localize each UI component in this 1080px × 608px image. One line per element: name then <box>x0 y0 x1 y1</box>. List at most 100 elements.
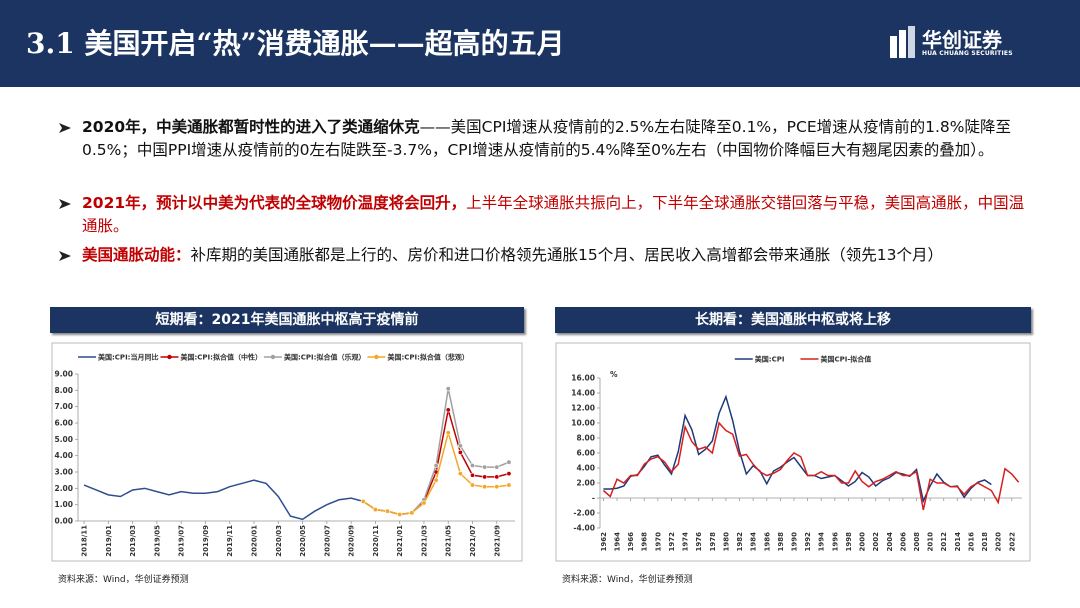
x-tick-label: 2019/05 <box>153 525 161 557</box>
x-tick-label: 2020/05 <box>299 525 307 557</box>
x-tick-label: 2020/11 <box>372 525 380 557</box>
point <box>457 443 463 449</box>
y-tick-label: 2.00 <box>576 479 595 488</box>
legend-label: 美国:CPI:拟合值（中性） <box>180 353 261 362</box>
bullet-text: ——美国CPI增速从疫情前的2.5%左右陡降至0.1%，PCE增速从疫情前的1.… <box>82 118 1011 159</box>
x-tick-label: 1992 <box>804 532 812 552</box>
x-tick-label: 2019/11 <box>226 525 234 557</box>
series-line <box>602 421 1020 511</box>
x-tick-label: 1990 <box>790 532 798 552</box>
y-tick-label: 9.00 <box>54 370 73 379</box>
series-line <box>83 479 364 521</box>
point <box>445 407 451 413</box>
legend: 美国:CPI:当月同比 美国:CPI:拟合值（中性） 美国:CPI:拟合值（乐观） 美… <box>78 353 469 362</box>
x-tick-label: 2021/07 <box>469 525 477 557</box>
bullet-text: 上半年全球通胀共振向上，下半年全球通胀交错回落与平稳，美国高通胀，中国温通胀。 <box>82 194 1025 235</box>
y-tick-label: 7.00 <box>54 402 73 411</box>
point <box>482 474 488 480</box>
point <box>433 477 439 483</box>
x-tick-label: 2010 <box>927 532 935 552</box>
legend-label: 美国:CPI:拟合值（悲观） <box>387 353 468 362</box>
y-tick-label: -2.00 <box>573 509 595 518</box>
point <box>506 471 512 477</box>
x-tick-label: 2014 <box>954 532 962 552</box>
point <box>360 498 366 504</box>
source: 资料来源：Wind，华创证券预测 <box>58 575 189 585</box>
y-tick-label: 14.00 <box>571 389 595 398</box>
point <box>482 484 488 490</box>
bullet-arrow <box>59 251 71 261</box>
logo-icon <box>890 26 915 58</box>
x-tick-label: 1970 <box>654 532 662 552</box>
y-tick-label: 12.00 <box>571 404 595 413</box>
legend-label: 美国:CPI:当月同比 <box>98 353 158 362</box>
x-tick-label: 1978 <box>709 532 717 552</box>
legend-marker <box>270 354 276 360</box>
x-tick-label: 1962 <box>600 532 608 552</box>
legend-marker <box>374 354 379 360</box>
bullet-arrow <box>59 123 71 133</box>
x-tick-label: 2019/01 <box>105 525 113 557</box>
legend-label: 美国CPI-拟合值 <box>820 355 871 364</box>
legend: 美国:CPI 美国CPI-拟合值 <box>734 355 871 364</box>
point <box>470 472 476 478</box>
y-tick-label: 8.00 <box>54 386 73 395</box>
x-tick-label: 2016 <box>967 532 975 552</box>
legend-label: 美国:CPI:拟合值（乐观） <box>284 353 365 362</box>
bullet: 2020年，中美通胀都暂时性的进入了类通缩休克——美国CPI增速从疫情前的2.5… <box>58 116 1028 162</box>
point <box>445 430 451 436</box>
logo-text: 华创证券 <box>922 28 1002 52</box>
x-tick-label: 2021/01 <box>396 525 404 557</box>
bullet-bold: 2020年，中美通胀都暂时性的进入了类通缩休克 <box>82 118 420 136</box>
x-tick-label: 2018/11 <box>81 525 89 557</box>
point <box>470 482 476 488</box>
bullet: 2021年，预计以中美为代表的全球物价温度将会回升，上半年全球通胀共振向上，下半… <box>58 192 1028 238</box>
x-tick-label: 1974 <box>682 532 690 552</box>
point <box>494 474 500 480</box>
point <box>421 500 427 506</box>
x-tick-label: 2000 <box>859 532 867 552</box>
x-tick-label: 1976 <box>695 532 703 552</box>
logo-subtext: HUA CHUANG SECURITIES <box>922 50 1013 57</box>
point <box>506 482 512 488</box>
point <box>385 508 391 514</box>
point <box>409 510 415 516</box>
x-tick-label: 1980 <box>722 532 730 552</box>
x-tick-label: 2020/03 <box>275 525 283 557</box>
x-tick-label: 1998 <box>845 532 853 552</box>
x-tick-label: 2020 <box>995 532 1003 552</box>
x-tick-label: 2019/09 <box>202 525 210 557</box>
point <box>433 462 439 468</box>
y-tick-label: 8.00 <box>576 434 595 443</box>
x-tick-label: 2020/09 <box>348 525 356 557</box>
source: 资料来源：Wind，华创证券预测 <box>562 575 693 585</box>
point <box>506 459 512 465</box>
x-tick-label: 1994 <box>818 532 826 552</box>
x-tick-label: 1964 <box>614 532 622 552</box>
bullet-bold: 美国通胀动能： <box>82 246 191 264</box>
x-tick-label: 2004 <box>886 532 894 552</box>
point <box>494 464 500 470</box>
x-tick-label: 1982 <box>736 532 744 552</box>
y-tick-label: 1.00 <box>54 500 73 509</box>
point <box>494 484 500 490</box>
y-tick-label: 5.00 <box>54 435 73 444</box>
x-tick-label: 2006 <box>899 532 907 552</box>
point <box>457 471 463 477</box>
y-tick-label: 2.00 <box>54 484 73 493</box>
x-tick-label: 2008 <box>913 532 921 552</box>
panel-heading: 短期看：2021年美国通胀中枢高于疫情前 <box>50 307 524 333</box>
bullet-text: 补库期的美国通胀都是上行的、房价和进口价格领先通胀15个月、居民收入高增都会带来… <box>190 246 943 264</box>
unit-label: % <box>610 370 618 379</box>
y-tick-label: 6.00 <box>576 449 595 458</box>
y-tick-label: -4.00 <box>573 524 595 533</box>
legend-marker <box>167 354 172 360</box>
x-tick-label: 1996 <box>831 532 839 552</box>
y-tick-label: 6.00 <box>54 419 73 428</box>
x-tick-label: 1968 <box>641 532 649 552</box>
slide-title: 3.1 美国开启“热”消费通胀——超高的五月 <box>26 27 565 60</box>
panel-heading: 长期看：美国通胀中枢或将上移 <box>555 307 1031 333</box>
point <box>445 386 451 392</box>
